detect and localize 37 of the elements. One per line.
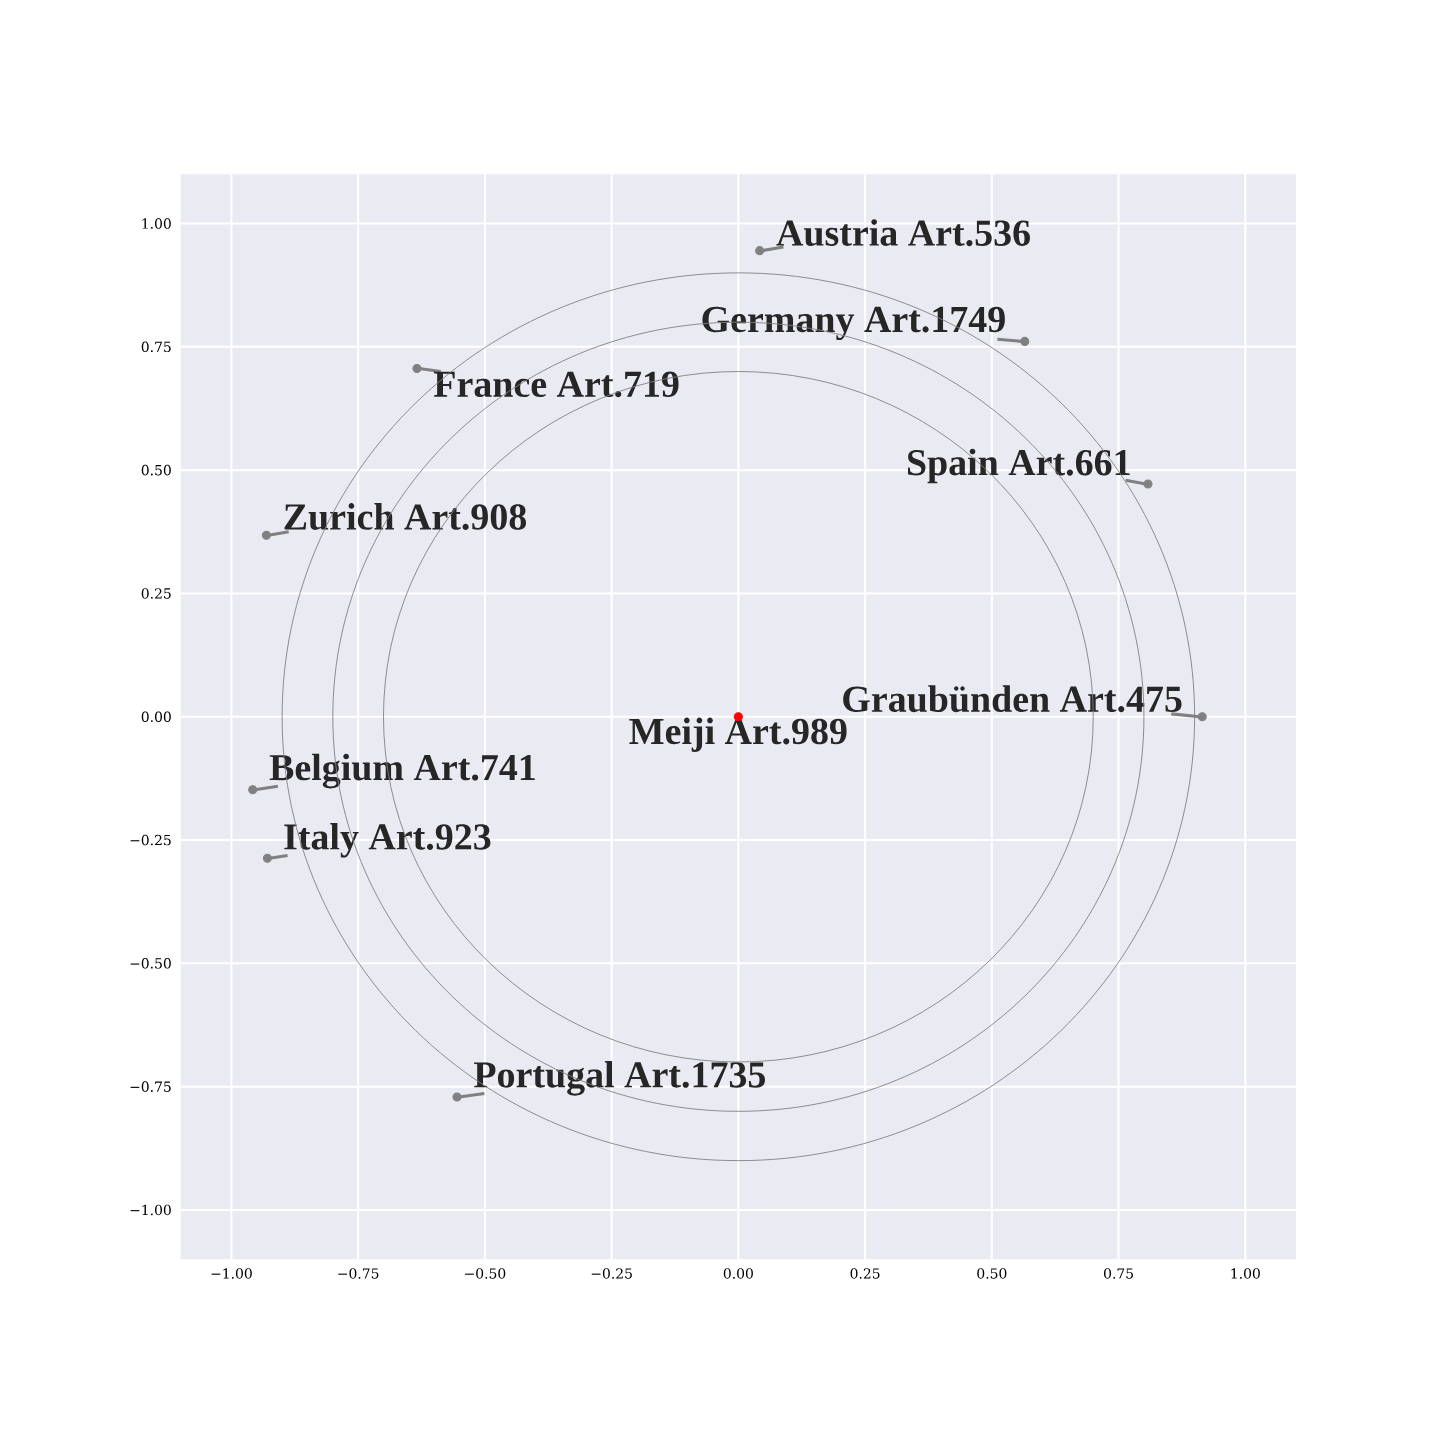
point bbox=[1197, 712, 1207, 722]
x-tick-label: 0.50 bbox=[977, 1268, 1007, 1279]
x-tick-label: 0.75 bbox=[1103, 1268, 1133, 1279]
point bbox=[412, 363, 422, 374]
annotation: Italy Art.923 bbox=[284, 823, 491, 858]
point bbox=[1020, 336, 1030, 346]
x-tick-label: −0.75 bbox=[338, 1268, 379, 1279]
point bbox=[1143, 479, 1153, 489]
y-tick-label: 0.25 bbox=[141, 588, 171, 599]
annotation: Graubünden Art.475 bbox=[843, 685, 1182, 713]
x-tick-label: 0.00 bbox=[723, 1268, 753, 1279]
point bbox=[248, 785, 258, 795]
annotation: France Art.719 bbox=[433, 371, 679, 398]
x-tick-label: −0.50 bbox=[465, 1268, 506, 1279]
annotation: Zurich Art.908 bbox=[284, 503, 527, 530]
point bbox=[755, 246, 765, 256]
y-tick-label: 0.75 bbox=[141, 341, 171, 353]
annotation: Belgium Art.741 bbox=[269, 753, 535, 789]
x-tick-label: −0.25 bbox=[591, 1268, 632, 1279]
annotation: Spain Art.661 bbox=[907, 448, 1130, 484]
point bbox=[261, 530, 271, 540]
y-tick-label: 0.50 bbox=[141, 464, 171, 476]
x-tick-label: 0.25 bbox=[850, 1268, 880, 1279]
y-tick-label: 0.00 bbox=[141, 711, 171, 723]
y-tick-label: −0.25 bbox=[130, 834, 171, 846]
y-tick-label: 1.00 bbox=[142, 218, 171, 229]
x-tick-label: 1.00 bbox=[1231, 1268, 1260, 1279]
y-tick-label: −0.75 bbox=[130, 1081, 171, 1092]
annotation: Meiji Art.989 bbox=[629, 717, 847, 752]
annotation: Germany Art.1749 bbox=[702, 306, 1005, 341]
annotation: Austria Art.536 bbox=[776, 219, 1030, 247]
x-tick-label: −1.00 bbox=[211, 1268, 252, 1279]
point bbox=[262, 853, 272, 863]
annotation: Portugal Art.1735 bbox=[473, 1060, 765, 1096]
y-tick-label: −0.50 bbox=[130, 958, 171, 969]
y-tick-label: −1.00 bbox=[130, 1204, 171, 1216]
point bbox=[452, 1092, 462, 1102]
